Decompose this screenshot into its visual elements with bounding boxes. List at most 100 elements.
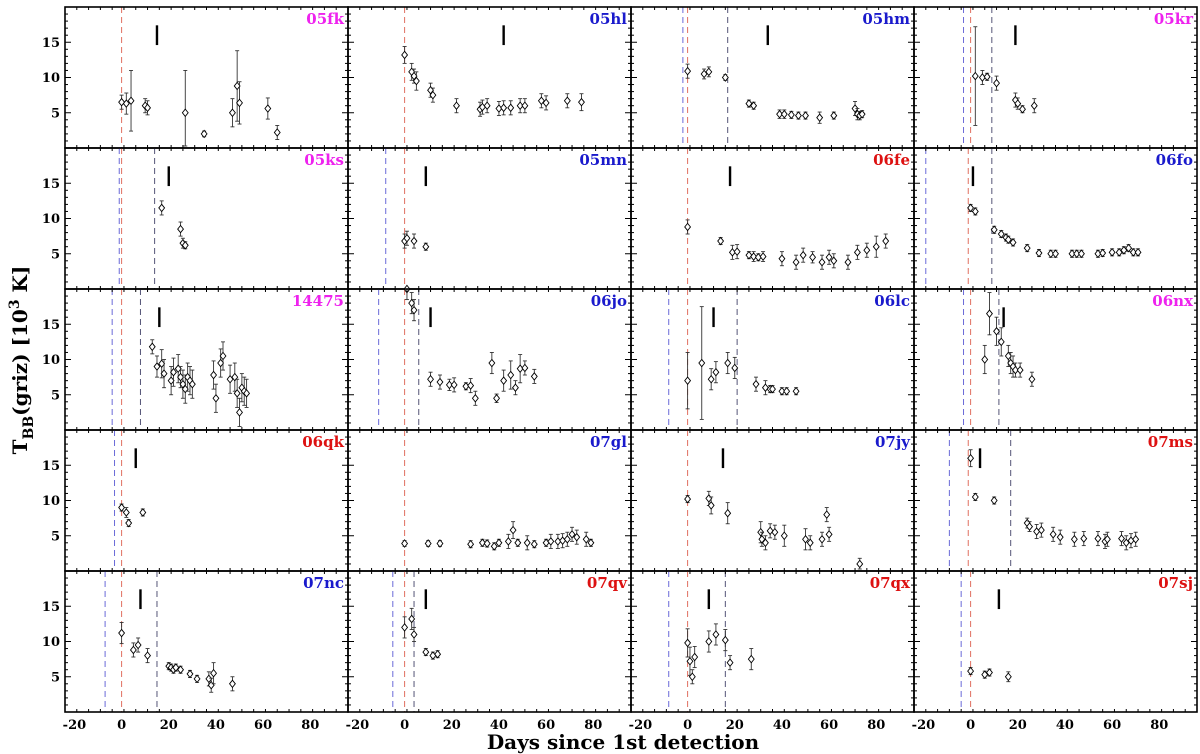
data-point: [563, 96, 571, 106]
panel-07nc: 07nc: [64, 570, 349, 713]
panel-label: 06nx: [1152, 292, 1194, 310]
data-point: [997, 337, 1005, 347]
data-point: [750, 101, 758, 111]
x-axis-title: Days since 1st detection: [487, 730, 760, 754]
data-point: [1094, 534, 1102, 543]
data-point: [429, 90, 437, 100]
data-point: [1068, 249, 1076, 259]
data-point: [1009, 238, 1017, 247]
data-point: [787, 110, 795, 120]
x-tick-label: 20: [160, 718, 178, 733]
data-point: [118, 628, 126, 638]
data-point: [504, 537, 512, 546]
data-point: [1004, 672, 1012, 682]
panel-frame: [913, 570, 1198, 713]
data-point: [882, 236, 890, 246]
data-point: [981, 355, 989, 364]
data-point: [802, 534, 809, 544]
panel-label: 05hl: [590, 10, 628, 28]
data-point: [823, 510, 831, 519]
data-point: [144, 651, 151, 660]
data-point: [412, 76, 420, 86]
panel-grid: 05fk 05hl 05hm 05kr 05ks 05mn 06fe 06fo 14475 06j…: [64, 6, 1198, 713]
data-point: [148, 342, 156, 352]
data-point: [205, 674, 213, 684]
data-point: [523, 538, 531, 548]
x-tick-label: 40: [1056, 718, 1074, 733]
y-tick-label: 5: [51, 106, 60, 121]
panel-frame: [630, 288, 915, 431]
y-axis-title: TBB(griz) [103 K]: [7, 266, 37, 455]
data-point: [684, 376, 692, 385]
panel-frame: [913, 6, 1198, 149]
data-point: [422, 242, 430, 252]
data-point: [478, 538, 486, 548]
data-point: [507, 103, 515, 113]
x-tick-label: 40: [773, 718, 791, 733]
y-tick-label: 15: [42, 459, 60, 474]
data-point: [993, 326, 1000, 336]
data-point: [236, 98, 243, 108]
data-point: [986, 309, 993, 318]
panel-frame: [64, 429, 349, 572]
data-point: [856, 559, 864, 569]
panel-14475: 14475: [64, 288, 349, 431]
data-point: [780, 531, 788, 541]
data-point: [1129, 248, 1137, 257]
data-point: [125, 518, 133, 528]
data-point: [1134, 248, 1142, 257]
x-tick-label: 40: [207, 718, 225, 733]
x-tick-label: 60: [820, 718, 838, 733]
data-point: [483, 101, 491, 111]
panel-07qv: 07qv: [347, 570, 632, 713]
y-tick-label: 10: [42, 353, 60, 368]
data-point: [724, 358, 732, 368]
data-point: [127, 96, 135, 106]
data-point: [997, 229, 1005, 239]
data-point: [427, 374, 434, 384]
y-axis-title-end: K]: [8, 266, 32, 300]
data-point: [193, 674, 201, 684]
data-point: [712, 630, 720, 639]
data-point: [521, 101, 529, 111]
data-point: [971, 207, 979, 216]
x-tick-label: 80: [1150, 718, 1168, 733]
panel-05hm: 05hm: [630, 6, 915, 149]
data-point: [587, 538, 595, 548]
data-point: [273, 128, 281, 137]
x-tick-label: 0: [400, 718, 409, 733]
y-axis-title-main: T: [8, 439, 32, 454]
data-point: [1035, 248, 1043, 258]
y-tick-label: 10: [42, 635, 60, 650]
data-point: [181, 108, 189, 118]
data-point: [445, 380, 453, 390]
data-point: [264, 104, 272, 113]
data-point: [177, 224, 185, 234]
data-point: [731, 363, 739, 373]
data-point: [537, 96, 545, 106]
data-point: [983, 72, 991, 82]
data-point: [698, 358, 706, 368]
panel-06lc: 06lc: [630, 288, 915, 431]
data-point: [1014, 99, 1022, 108]
data-point: [1056, 532, 1064, 542]
data-point: [144, 103, 151, 113]
panel-label: 14475: [292, 292, 344, 310]
data-point: [226, 374, 234, 384]
x-tick-label: 20: [443, 718, 461, 733]
panel-06fe: 06fe: [630, 147, 915, 290]
data-point: [453, 101, 460, 111]
data-point: [1077, 249, 1085, 259]
panel-07sj: 07sj: [913, 570, 1198, 713]
data-point: [830, 111, 838, 120]
data-point: [721, 73, 729, 82]
data-point: [686, 656, 694, 666]
data-point: [488, 358, 496, 368]
data-point: [707, 374, 715, 384]
panel-label: 07qx: [870, 574, 911, 592]
data-point: [467, 539, 475, 549]
data-point: [436, 539, 444, 548]
data-point: [1026, 522, 1034, 531]
panel-label: 05fk: [306, 10, 344, 28]
data-point: [1047, 249, 1055, 259]
